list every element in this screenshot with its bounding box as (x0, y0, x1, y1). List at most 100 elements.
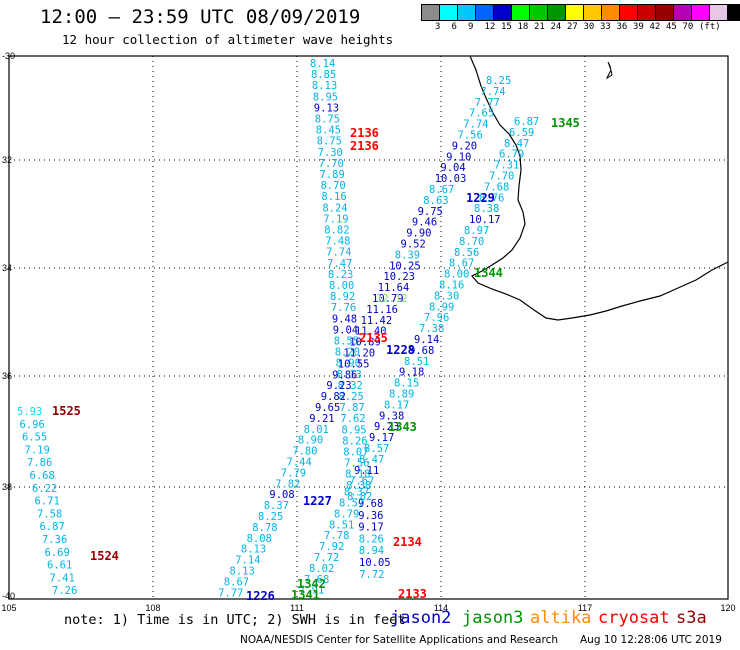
swh-value-jason3: 8.25 (486, 75, 511, 87)
swh-value-cryosat: 8.75 (315, 114, 340, 126)
swh-value-altika: 12.12 (376, 293, 408, 305)
swh-value-jason3-east: 9.18 (399, 367, 424, 379)
swh-value-s3a: 6.96 (20, 419, 45, 431)
pass-time-label: 1525 (52, 404, 81, 418)
pass-time-label: 1228 (386, 343, 415, 357)
swh-value-cryosat: 8.13 (312, 80, 337, 92)
swh-value-jason3-east: 9.11 (354, 465, 379, 477)
swh-value-jason3-east: 7.96 (424, 312, 449, 324)
lat-tick-label: 34 (2, 263, 12, 273)
swh-value-jason3-east: 7.70 (489, 171, 514, 183)
lon-tick-label: 114 (434, 603, 448, 613)
legend-swatch (727, 4, 740, 21)
swh-value-jason3-east: 8.51 (329, 519, 354, 531)
swh-value-cryosat: 9.04 (333, 324, 358, 336)
swh-value-cryosat: 8.26 (342, 435, 367, 447)
swh-value-jason3: 8.08 (247, 533, 272, 545)
swh-value-cryosat: 7.56 (344, 458, 369, 470)
track-values: 8.148.858.138.959.138.758.458.757.307.70… (17, 58, 539, 599)
swh-value-cryosat: 8.70 (320, 180, 345, 192)
swh-value-s3a: 7.41 (50, 572, 75, 584)
map-frame (8, 55, 729, 600)
swh-value-cryosat: 8.82 (324, 225, 349, 237)
legend-label: 33 (600, 22, 611, 32)
pass-time-label: 1345 (551, 116, 580, 130)
swh-value-jason3-east: 8.97 (464, 225, 489, 237)
swh-value-jason3-east: 7.91 (299, 585, 324, 597)
swh-value-cryosat: 8.95 (341, 424, 366, 436)
swh-value-cryosat: 8.13 (337, 369, 362, 381)
swh-value-jason3-east: 8.30 (434, 290, 459, 302)
swh-value-jason3: 8.78 (252, 522, 277, 534)
swh-value-jason3: 8.63 (423, 195, 448, 207)
legend-label: 15 (501, 22, 512, 32)
pass-time-label: 1343 (388, 420, 417, 434)
swh-value-jason3-east: 9.23 (374, 421, 399, 433)
swh-value-cryosat: 8.23 (328, 269, 353, 281)
swh-value-jason3-east: 6.59 (509, 127, 534, 139)
pass-time-label: 2135 (359, 331, 388, 345)
legend-label: (ft) (699, 22, 721, 32)
legend-label: 21 (534, 22, 545, 32)
swh-value-s3a: 6.68 (30, 470, 55, 482)
lon-tick-label: 105 (1, 603, 16, 613)
swh-value-cryosat: 7.89 (320, 169, 345, 181)
swh-value-cryosat: 9.48 (332, 313, 357, 325)
lat-tick-label: 36 (2, 371, 12, 381)
credit-line: NOAA/NESDIS Center for Satellite Applica… (240, 634, 558, 646)
swh-value-cryosat: 8.00 (329, 280, 354, 292)
swh-value-jason3-east: 8.51 (404, 356, 429, 368)
lat-tick-label: 32 (2, 155, 12, 165)
lon-tick-label: 111 (290, 603, 304, 613)
swh-value-jason3: 9.10 (446, 151, 471, 163)
swh-value-jason3: 10.55 (338, 358, 370, 370)
swh-value-jason3-east: 8.16 (439, 280, 464, 292)
swh-value-jason3: 11.16 (366, 304, 398, 316)
legend-label: 6 (451, 22, 457, 32)
swh-value-jason3: 11.20 (344, 348, 376, 360)
swh-value-cryosat: 9.13 (314, 102, 339, 114)
swh-value-cryosat: 8.14 (310, 58, 335, 70)
legend-altika: altika (530, 608, 592, 628)
swh-value-jason3: 7.65 (469, 108, 494, 120)
swh-value-cryosat: 8.75 (317, 136, 342, 148)
swh-value-jason3: 8.90 (298, 435, 323, 447)
swh-value-jason3: 8.01 (304, 424, 329, 436)
swh-value-cryosat: 7.48 (325, 236, 350, 248)
swh-value-s3a: 7.86 (27, 457, 52, 469)
legend-label: 27 (567, 22, 578, 32)
swh-value-jason3: 9.86 (332, 369, 357, 381)
swh-value-jason3: 7.44 (287, 457, 312, 469)
page-subtitle: 12 hour collection of altimeter wave hei… (62, 32, 394, 47)
legend-label: 30 (583, 22, 595, 32)
generated-timestamp: Aug 10 12:28:06 UTC 2019 (580, 634, 722, 646)
swh-value-cryosat: 8.55 (334, 336, 359, 348)
swh-value-jason3-east: 8.17 (384, 399, 409, 411)
color-legend (421, 4, 740, 21)
swh-value-jason3-east: 8.57 (339, 498, 364, 510)
swh-value-cryosat: 7.62 (340, 413, 365, 425)
swh-value-jason3-east: 6.87 (514, 116, 539, 128)
swh-value-jason3-east: 9.17 (369, 432, 394, 444)
swh-value-jason3-east: 7.38 (419, 323, 444, 335)
swh-value-jason3: 8.67 (224, 576, 249, 588)
swh-value-cryosat: 7.74 (326, 247, 351, 259)
swh-value-s3a: 5.93 (17, 406, 42, 418)
swh-value-jason3-east: 8.38 (474, 203, 499, 215)
graticule (9, 56, 728, 599)
swh-value-jason3: 9.65 (315, 402, 340, 414)
swh-value-jason3: 11.40 (355, 326, 387, 338)
swh-value-cryosat: 8.85 (311, 69, 336, 81)
swh-value-jason3: 10.23 (383, 271, 415, 283)
swh-value-cryosat: 8.16 (321, 191, 346, 203)
swh-value-s3a: 7.26 (52, 585, 77, 597)
swh-value-jason3: 9.90 (406, 228, 431, 240)
swh-value-s3a: 6.61 (47, 560, 72, 572)
swh-value-s3a: 7.58 (37, 508, 62, 520)
pass-time-label: 2136 (350, 126, 379, 140)
swh-value-cryosat: 7.76 (331, 302, 356, 314)
swh-value-cryosat: 8.25 (339, 391, 364, 403)
swh-value-jason3-east: 8.37 (344, 487, 369, 499)
swh-value-jason3: 7.80 (292, 446, 317, 458)
swh-value-cryosat: 7.72 (359, 569, 384, 581)
